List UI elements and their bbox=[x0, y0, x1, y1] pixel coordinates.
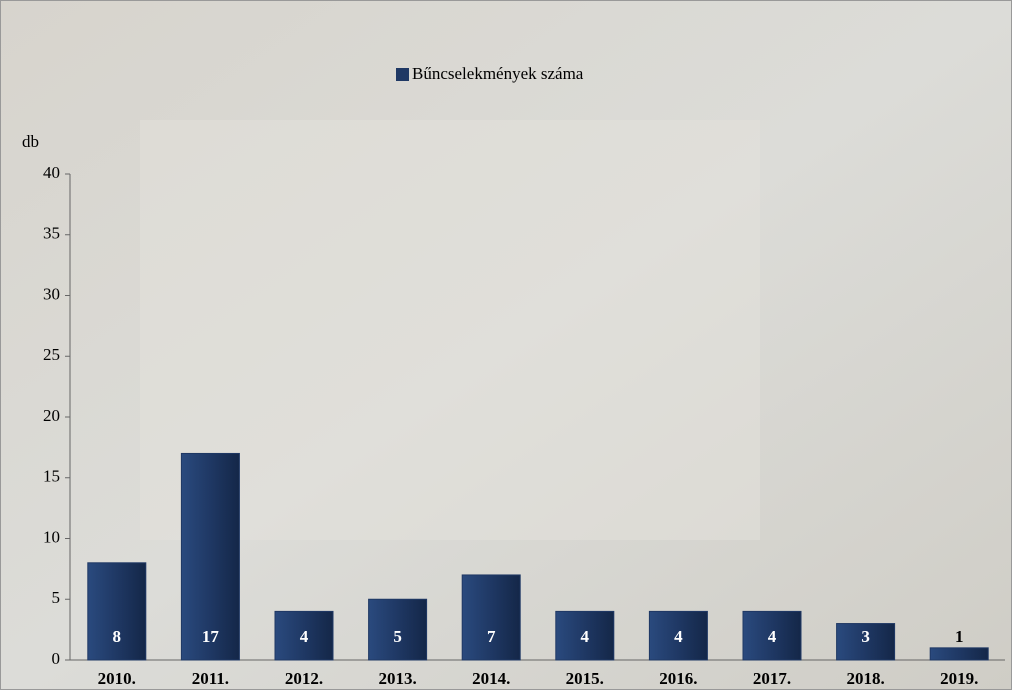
y-tick-label: 30 bbox=[43, 284, 60, 303]
data-label: 4 bbox=[300, 627, 309, 646]
x-tick-label: 2018. bbox=[846, 669, 884, 688]
data-label: 5 bbox=[393, 627, 402, 646]
x-tick-label: 2011. bbox=[192, 669, 229, 688]
x-tick-label: 2017. bbox=[753, 669, 791, 688]
x-tick-label: 2012. bbox=[285, 669, 323, 688]
bar bbox=[87, 562, 147, 661]
y-tick-label: 40 bbox=[43, 163, 60, 182]
data-label: 7 bbox=[487, 627, 496, 646]
y-tick-label: 10 bbox=[43, 527, 60, 546]
y-tick-label: 25 bbox=[43, 345, 60, 364]
x-tick-label: 2013. bbox=[378, 669, 416, 688]
legend-label: Bűncselekmények száma bbox=[412, 64, 584, 83]
legend-swatch bbox=[396, 68, 409, 81]
x-tick-label: 2010. bbox=[98, 669, 136, 688]
bar bbox=[555, 610, 615, 661]
bar bbox=[648, 610, 708, 661]
data-label: 3 bbox=[861, 627, 870, 646]
data-label: 1 bbox=[955, 627, 964, 646]
data-label: 17 bbox=[202, 627, 220, 646]
x-tick-label: 2014. bbox=[472, 669, 510, 688]
data-label: 4 bbox=[581, 627, 590, 646]
y-tick-label: 35 bbox=[43, 224, 60, 243]
y-axis-label: db bbox=[22, 132, 39, 151]
x-tick-label: 2015. bbox=[566, 669, 604, 688]
x-tick-label: 2016. bbox=[659, 669, 697, 688]
bar bbox=[929, 647, 989, 661]
data-label: 4 bbox=[768, 627, 777, 646]
bar bbox=[274, 610, 334, 661]
bar bbox=[461, 574, 521, 661]
bar bbox=[368, 598, 428, 661]
bar bbox=[742, 610, 802, 661]
y-tick-label: 0 bbox=[52, 649, 61, 668]
bar bbox=[180, 452, 240, 661]
data-label: 4 bbox=[674, 627, 683, 646]
data-label: 8 bbox=[113, 627, 122, 646]
y-tick-label: 15 bbox=[43, 467, 60, 486]
y-tick-label: 20 bbox=[43, 406, 60, 425]
x-tick-label: 2019. bbox=[940, 669, 978, 688]
background-building bbox=[140, 120, 760, 540]
bar bbox=[836, 623, 896, 661]
y-tick-label: 5 bbox=[52, 588, 61, 607]
